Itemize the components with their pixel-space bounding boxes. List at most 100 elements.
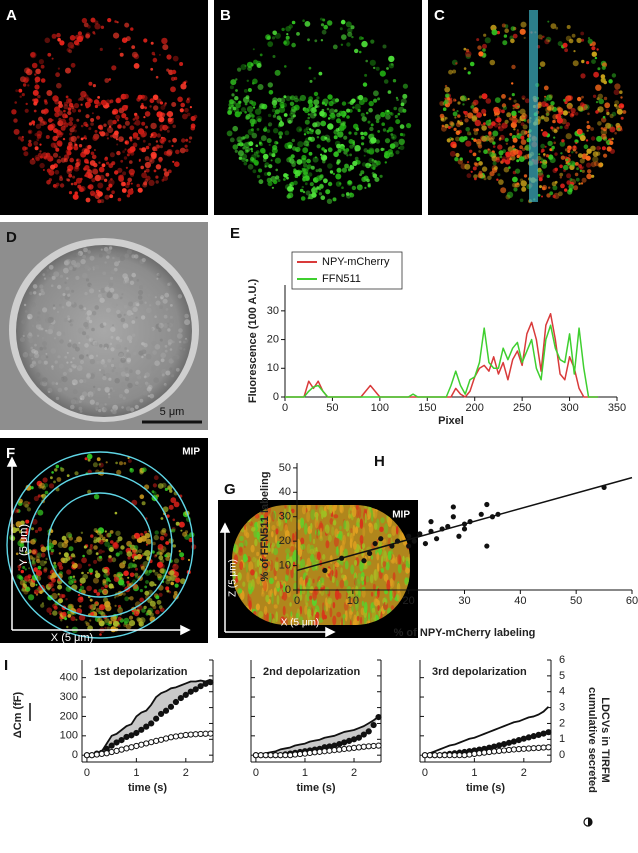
spot [124, 120, 130, 126]
spot [539, 185, 542, 189]
spot [82, 554, 85, 558]
spot [454, 99, 457, 102]
spot [323, 178, 328, 184]
spot [105, 532, 111, 538]
spot [99, 131, 102, 135]
spot [138, 621, 144, 627]
grain [64, 387, 68, 391]
spot [104, 132, 109, 137]
spot [76, 608, 83, 615]
spot [116, 21, 119, 24]
spot [42, 477, 48, 483]
spot [597, 162, 603, 168]
grain [123, 313, 126, 316]
spot [558, 191, 563, 197]
spot [595, 101, 599, 104]
spot [171, 144, 174, 148]
spot [172, 160, 175, 163]
spot [292, 593, 297, 602]
spot [392, 589, 396, 599]
spot [170, 581, 174, 586]
point [439, 526, 445, 532]
spot [118, 47, 121, 50]
spot [153, 53, 156, 56]
y-tick-label: 0 [273, 391, 279, 403]
spot [402, 83, 408, 89]
spot [68, 121, 73, 127]
grain [136, 279, 140, 282]
spot [65, 532, 72, 538]
spot [277, 179, 281, 182]
spot [548, 186, 551, 189]
spot [152, 605, 157, 610]
spot [450, 125, 453, 129]
spot [162, 506, 169, 513]
spot [383, 551, 388, 562]
spot [136, 136, 140, 141]
spot [85, 114, 90, 119]
spot [250, 157, 255, 161]
spot [178, 550, 181, 553]
spot [67, 610, 71, 615]
spot [25, 519, 30, 524]
y-axis-label: % of FFN511 labeling [259, 471, 271, 581]
spot [553, 129, 558, 134]
spot [161, 482, 167, 488]
spot [127, 459, 132, 463]
spot [62, 560, 65, 564]
spot [365, 576, 370, 583]
grain [124, 388, 130, 394]
spot [305, 167, 310, 171]
spot [455, 152, 460, 158]
grain [135, 316, 138, 319]
spot [506, 112, 512, 118]
spot [513, 187, 518, 192]
spot [324, 524, 330, 534]
grain [96, 360, 100, 365]
spot [350, 25, 355, 30]
spot [98, 604, 106, 611]
spot [187, 558, 191, 562]
spot [289, 95, 296, 101]
spot [452, 98, 457, 102]
grain [95, 354, 99, 357]
spot [69, 132, 73, 136]
spot [298, 98, 302, 102]
spot [62, 611, 67, 617]
spot [236, 136, 243, 143]
spot [71, 108, 77, 113]
spot [520, 21, 527, 28]
spot [63, 109, 66, 113]
spot [333, 514, 339, 519]
y2-tick-label: 1 [559, 733, 565, 745]
marker [476, 750, 483, 757]
spot [383, 79, 389, 84]
point [422, 540, 429, 547]
spot [482, 48, 486, 52]
y-axis-label: ΔCm (fF) [12, 691, 24, 738]
grain [151, 341, 157, 346]
spot [314, 39, 318, 43]
spot [315, 551, 319, 560]
spot [131, 51, 138, 58]
spot [620, 96, 623, 99]
grain [32, 284, 38, 289]
spot [104, 626, 107, 629]
spot [124, 596, 130, 602]
marker [157, 710, 165, 718]
spot [559, 172, 564, 177]
spot [569, 112, 575, 118]
spot [349, 607, 352, 620]
spot [111, 110, 116, 115]
x-tick-label: 20 [403, 595, 415, 607]
spot [323, 614, 327, 620]
spot [547, 20, 550, 23]
grain [39, 381, 45, 386]
spot [480, 123, 484, 127]
grain [126, 335, 133, 341]
spot [76, 159, 79, 162]
spot [51, 550, 54, 553]
spot [107, 557, 114, 563]
spot [470, 105, 475, 109]
spot [232, 571, 236, 577]
